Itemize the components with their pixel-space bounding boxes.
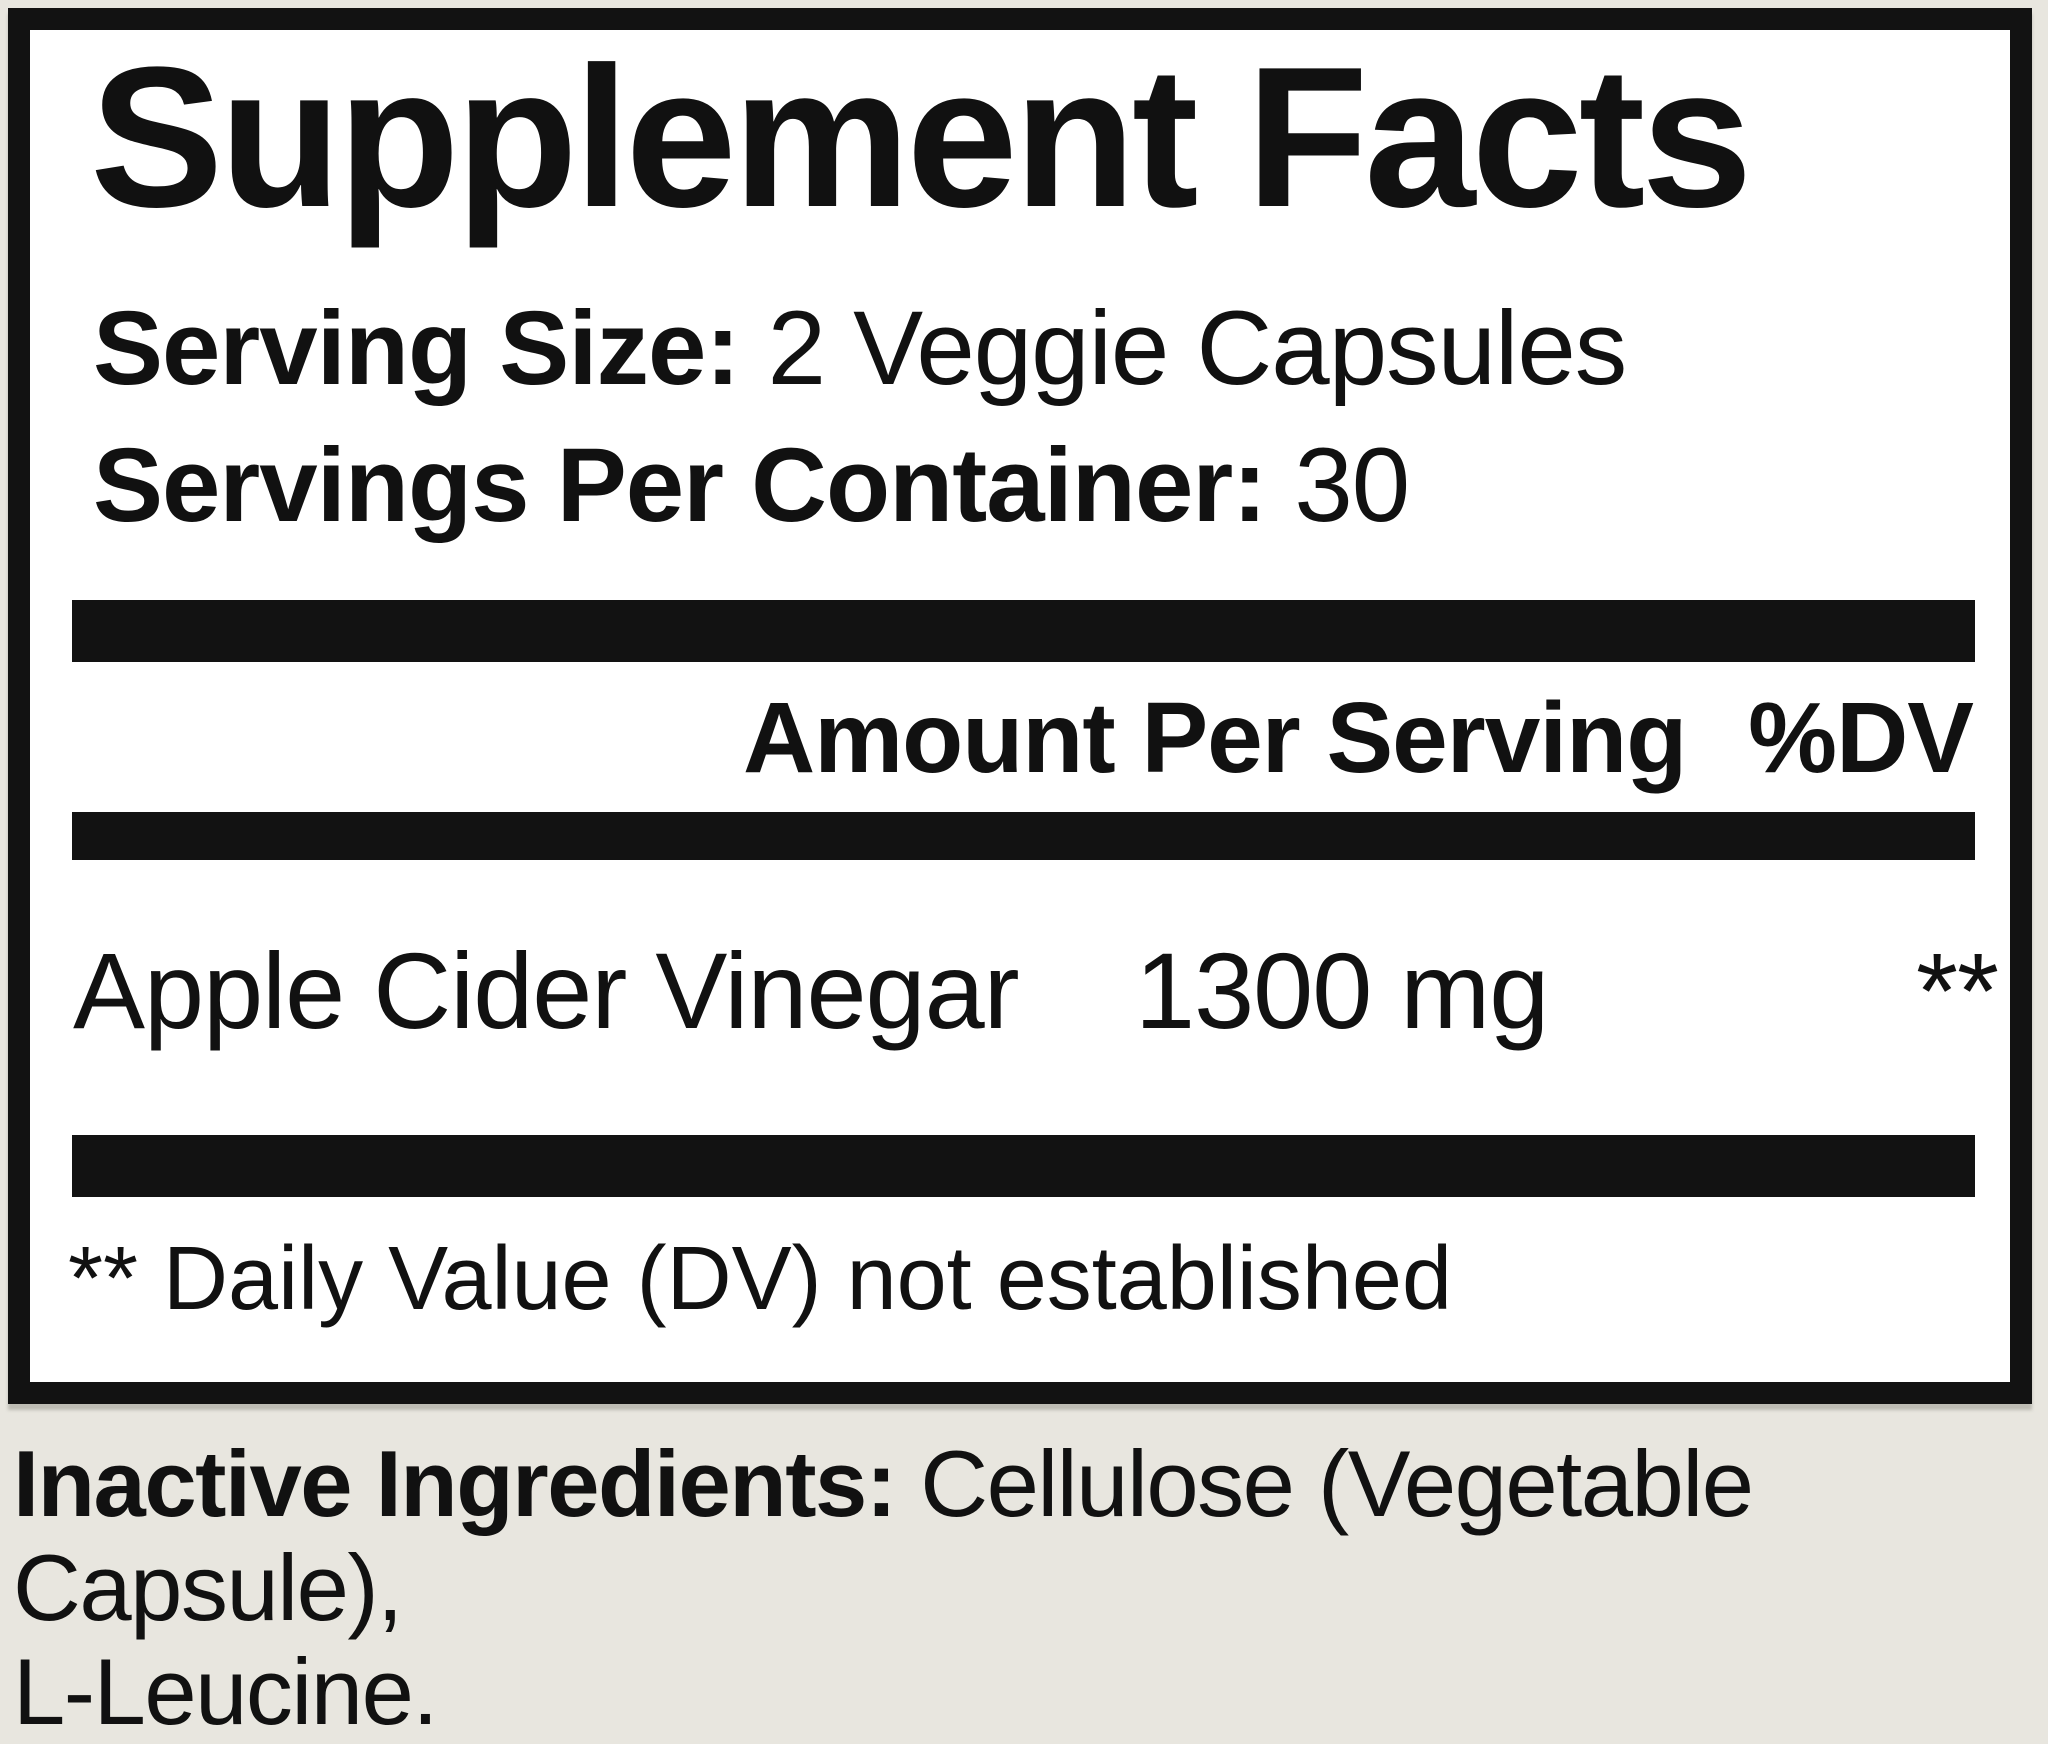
inactive-ingredients-line2: L-Leucine. xyxy=(13,1639,438,1744)
footnote-divider xyxy=(72,1135,1975,1197)
daily-value-footnote: ** Daily Value (DV) not established xyxy=(68,1229,1453,1329)
supplement-facts-panel: Supplement Facts Serving Size: 2 Veggie … xyxy=(8,8,2032,1404)
ingredient-name: Apple Cider Vinegar xyxy=(73,930,1020,1051)
servings-per-container-label: Servings Per Container: xyxy=(93,427,1267,544)
amount-per-serving-header: Amount Per Serving xyxy=(743,682,1687,794)
table-row: Apple Cider Vinegar 1300 mg ** xyxy=(30,937,2010,1077)
ingredient-dv-asterisks: ** xyxy=(1915,930,1999,1051)
page-background: { "colors": { "page_background": "#e8e6d… xyxy=(8,8,2032,1744)
serving-size-value: 2 Veggie Capsules xyxy=(767,290,1628,407)
table-header-row: Amount Per Serving %DV xyxy=(30,688,2010,798)
inactive-ingredients-line1: Inactive Ingredients: Cellulose (Vegetab… xyxy=(13,1432,2048,1640)
inactive-ingredients-section: Inactive Ingredients: Cellulose (Vegetab… xyxy=(13,1432,2048,1744)
supplement-facts-title: Supplement Facts xyxy=(90,26,1753,249)
header-divider xyxy=(72,812,1975,860)
inactive-ingredients-value: Cellulose (Vegetable Capsule), xyxy=(13,1431,1754,1640)
ingredient-amount: 1300 mg xyxy=(1135,930,1549,1051)
servings-per-container-value: 30 xyxy=(1294,427,1410,544)
serving-size-line: Serving Size: 2 Veggie Capsules xyxy=(93,296,1627,401)
serving-size-label: Serving Size: xyxy=(93,290,740,407)
table-top-divider xyxy=(72,600,1975,662)
inactive-ingredients-label: Inactive Ingredients: xyxy=(13,1431,897,1536)
servings-per-container-line: Servings Per Container: 30 xyxy=(93,433,1410,538)
percent-dv-header: %DV xyxy=(1748,682,1974,794)
